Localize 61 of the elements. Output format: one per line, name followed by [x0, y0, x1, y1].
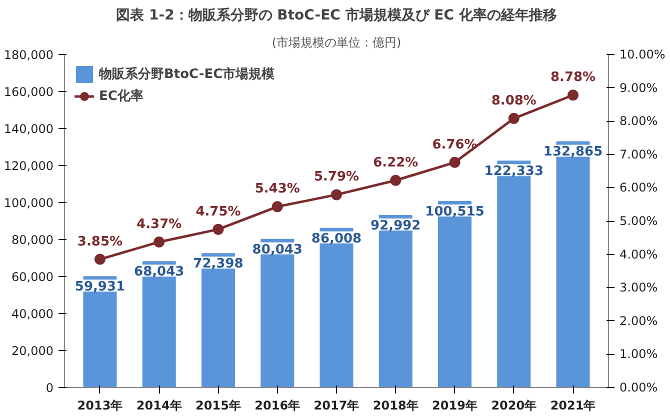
data-label: 6.22%: [373, 155, 418, 170]
point: [212, 224, 224, 235]
data-label: 59,931: [74, 280, 126, 295]
data-label: 8.78%: [550, 70, 596, 86]
y2-tick-label: 4.00%: [620, 247, 658, 262]
data-label: 5.43%: [254, 182, 300, 197]
data-label: 72,398: [193, 256, 244, 272]
data-label: 86,008: [311, 231, 362, 246]
data-label: 6.76%: [432, 137, 478, 152]
data-label: 8.08%: [491, 93, 536, 108]
data-label: 4.75%: [196, 204, 241, 220]
y2-tick-label: 10.00%: [620, 48, 666, 62]
y-tick-label: 120,000: [4, 159, 54, 173]
x-tick-label: 2018年: [372, 398, 418, 412]
chart-subtitle: (市場規模の単位：億円): [272, 36, 402, 50]
y2-tick-label: 9.00%: [620, 80, 658, 95]
data-label: 80,043: [252, 242, 302, 258]
x-tick-label: 2015年: [196, 398, 241, 412]
data-label: 3.85%: [77, 234, 123, 250]
data-label: 122,333: [484, 164, 544, 180]
y2-tick-label: 8.00%: [620, 114, 658, 128]
x-tick-label: 2021年: [550, 398, 596, 412]
data-label: 92,992: [370, 218, 421, 234]
y-tick-label: 140,000: [4, 122, 54, 136]
legend-label: 物販系分野BtoC-EC市場規模: [99, 66, 275, 83]
x-tick-label: 2019年: [432, 398, 478, 412]
y-tick-label: 100,000: [4, 196, 54, 210]
y-tick-label: 20,000: [12, 344, 54, 358]
point: [508, 112, 520, 124]
point: [390, 174, 402, 186]
x-tick-label: 2017年: [314, 398, 360, 412]
legend-label: EC化率: [99, 88, 144, 105]
point: [272, 201, 283, 212]
x-tick-label: 2013年: [77, 398, 123, 412]
data-label: 5.79%: [314, 170, 360, 185]
point: [331, 189, 342, 200]
point: [154, 236, 165, 248]
y-tick-label: 180,000: [4, 48, 54, 62]
y2-tick-label: 6.00%: [620, 180, 658, 195]
point: [568, 90, 579, 101]
y-tick-label: 0: [46, 381, 54, 395]
x-tick-label: 2016年: [254, 398, 300, 412]
y-tick-label: 80,000: [12, 233, 54, 247]
chart-title: 図表 1-2：物販系分野の BtoC-EC 市場規模及び EC 化率の経年推移: [116, 6, 557, 24]
x-tick-label: 2014年: [136, 398, 182, 412]
y-tick-label: 60,000: [12, 270, 54, 284]
y2-tick-label: 7.00%: [620, 147, 658, 162]
data-label: 132,865: [543, 144, 603, 160]
data-label: 68,043: [134, 264, 184, 280]
point: [449, 156, 460, 168]
y2-tick-label: 5.00%: [620, 214, 658, 228]
point: [94, 254, 106, 265]
y2-tick-label: 0.00%: [620, 380, 658, 394]
x-tick-label: 2020年: [491, 398, 537, 412]
y-tick-label: 40,000: [12, 307, 54, 321]
y-tick-label: 160,000: [4, 85, 54, 99]
y2-tick-label: 3.00%: [620, 280, 658, 295]
y2-tick-label: 1.00%: [620, 347, 658, 362]
y2-tick-label: 2.00%: [620, 314, 658, 328]
data-label: 100,515: [425, 204, 484, 220]
data-label: 4.37%: [136, 216, 182, 232]
